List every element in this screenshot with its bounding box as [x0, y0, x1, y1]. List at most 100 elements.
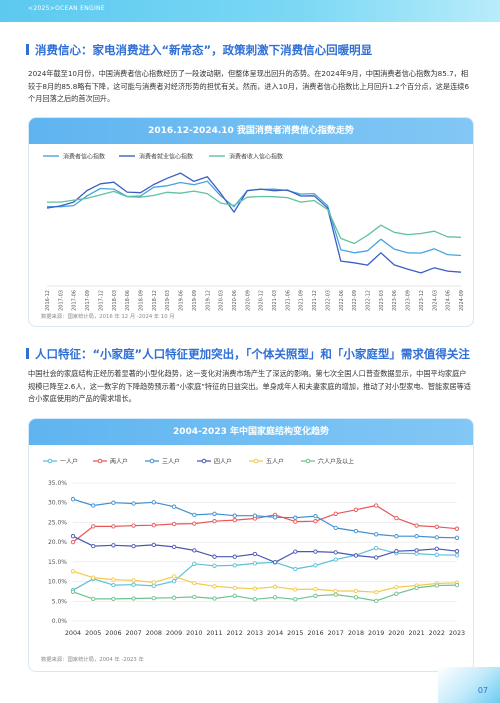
data-point: [394, 591, 399, 596]
x-tick-label: 2013: [247, 629, 263, 637]
x-tick-label: 2015: [287, 629, 303, 637]
data-point: [192, 594, 197, 600]
data-point: [192, 580, 197, 586]
data-point: [70, 569, 76, 574]
x-tick-label: 2018: [348, 629, 364, 637]
x-tick-label: 2017: [328, 629, 344, 637]
section1-title: 消费信心：家电消费进入“新常态”，政策刺激下消费信心回暖明显: [26, 42, 372, 58]
legend-label-1: 两人户: [110, 458, 128, 466]
data-point: [212, 511, 217, 516]
brand-label: <2025>OCEAN ENGINE: [28, 5, 105, 12]
data-point: [454, 553, 460, 558]
data-point: [414, 534, 419, 539]
data-point: [313, 513, 318, 519]
data-point: [333, 525, 338, 531]
data-point: [212, 563, 217, 568]
chart1-source: 数据来源：国家统计局，2016 年 12 月 -2024 年 10 月: [41, 314, 175, 320]
x-tick-label: 2024-03: [432, 290, 438, 311]
data-point: [374, 590, 379, 595]
data-point: [212, 584, 217, 589]
y-tick-label: 5.0%: [52, 598, 68, 605]
data-point: [212, 519, 217, 524]
data-point: [252, 597, 258, 602]
chart2-source: 数据来源：国家统计局，2004 年 -2023 年: [41, 657, 144, 663]
title-accent-bar: [26, 348, 29, 359]
data-point: [353, 588, 359, 594]
page-number-corner: 07: [438, 667, 500, 703]
data-point: [232, 513, 237, 518]
data-point: [111, 577, 116, 582]
data-point: [293, 515, 298, 520]
data-point: [272, 584, 278, 589]
data-point: [353, 553, 359, 558]
x-tick-label: 2022-12: [366, 290, 372, 311]
data-point: [454, 582, 460, 588]
data-point: [151, 542, 156, 548]
data-point: [151, 580, 156, 585]
data-point: [131, 543, 136, 549]
data-point: [374, 545, 379, 551]
section2-title: 人口特征：“小家庭”人口特征更加突出，「个体关照型」和「小家庭型」需求值得关注: [26, 346, 470, 362]
x-tick-label: 2004: [65, 629, 81, 637]
data-point: [272, 560, 278, 565]
series-line-5: [72, 584, 458, 602]
legend-label-2: 消费者收入信心指数: [229, 153, 283, 161]
data-point: [232, 593, 237, 598]
data-point: [91, 575, 96, 580]
data-point: [252, 586, 258, 591]
x-tick-label: 2022: [429, 629, 445, 637]
data-point: [70, 497, 76, 502]
x-tick-label: 2019-12: [205, 290, 211, 311]
data-point: [171, 574, 177, 579]
x-tick-label: 2017-06: [72, 290, 78, 311]
data-point: [313, 563, 318, 568]
data-point: [252, 561, 258, 566]
x-tick-label: 2018-12: [152, 290, 158, 311]
data-point: [333, 588, 338, 594]
data-point: [131, 578, 136, 583]
x-tick-label: 2019-09: [192, 290, 198, 311]
title-accent-bar: [26, 44, 29, 55]
x-tick-label: 2020-12: [259, 290, 265, 311]
series-line-0: [72, 547, 458, 591]
series-line-3: [72, 535, 458, 563]
legend-marker-5: [305, 458, 311, 464]
data-point: [434, 583, 439, 588]
data-point: [171, 595, 177, 600]
x-tick-label: 2024-06: [446, 290, 452, 311]
data-point: [91, 543, 96, 549]
x-tick-label: 2008: [146, 629, 162, 637]
x-tick-label: 2007: [125, 629, 141, 637]
data-point: [293, 597, 298, 602]
x-tick-label: 2021-03: [272, 290, 278, 311]
data-point: [192, 548, 197, 553]
header-bar: <2025>OCEAN ENGINE: [0, 0, 500, 22]
x-tick-label: 2005: [85, 629, 101, 637]
data-point: [434, 546, 439, 551]
chart2-title: 2004-2023 年中国家庭结构变化趋势: [29, 419, 473, 445]
data-point: [454, 549, 460, 554]
data-point: [171, 504, 177, 509]
x-tick-label: 2020-03: [219, 290, 225, 311]
data-point: [313, 549, 318, 554]
data-point: [111, 524, 116, 529]
x-tick-label: 2010: [186, 629, 202, 637]
x-tick-label: 2012: [227, 629, 243, 637]
data-point: [394, 515, 399, 521]
y-tick-label: 35.0%: [48, 480, 67, 487]
x-tick-label: 2017-12: [98, 290, 104, 311]
chart2-card: 2004-2023 年中国家庭结构变化趋势 一人户 两人户 三人户 四人户 五人户 六人户…: [28, 418, 474, 672]
data-point: [171, 521, 177, 527]
data-point: [151, 583, 156, 589]
data-point: [293, 519, 298, 524]
section2-body: 中国社会的家庭结构正经历着显著的小型化趋势，这一变化对消费市场产生了深远的影响。…: [28, 369, 471, 403]
legend-label-1: 消费者就业信心指数: [139, 153, 193, 161]
data-point: [212, 554, 217, 559]
x-tick-label: 2022-06: [339, 290, 345, 311]
data-point: [70, 589, 76, 594]
data-point: [151, 523, 156, 528]
data-point: [313, 586, 318, 592]
legend-marker-1: [97, 458, 103, 464]
data-point: [394, 549, 399, 554]
x-tick-label: 2018-06: [125, 290, 131, 311]
